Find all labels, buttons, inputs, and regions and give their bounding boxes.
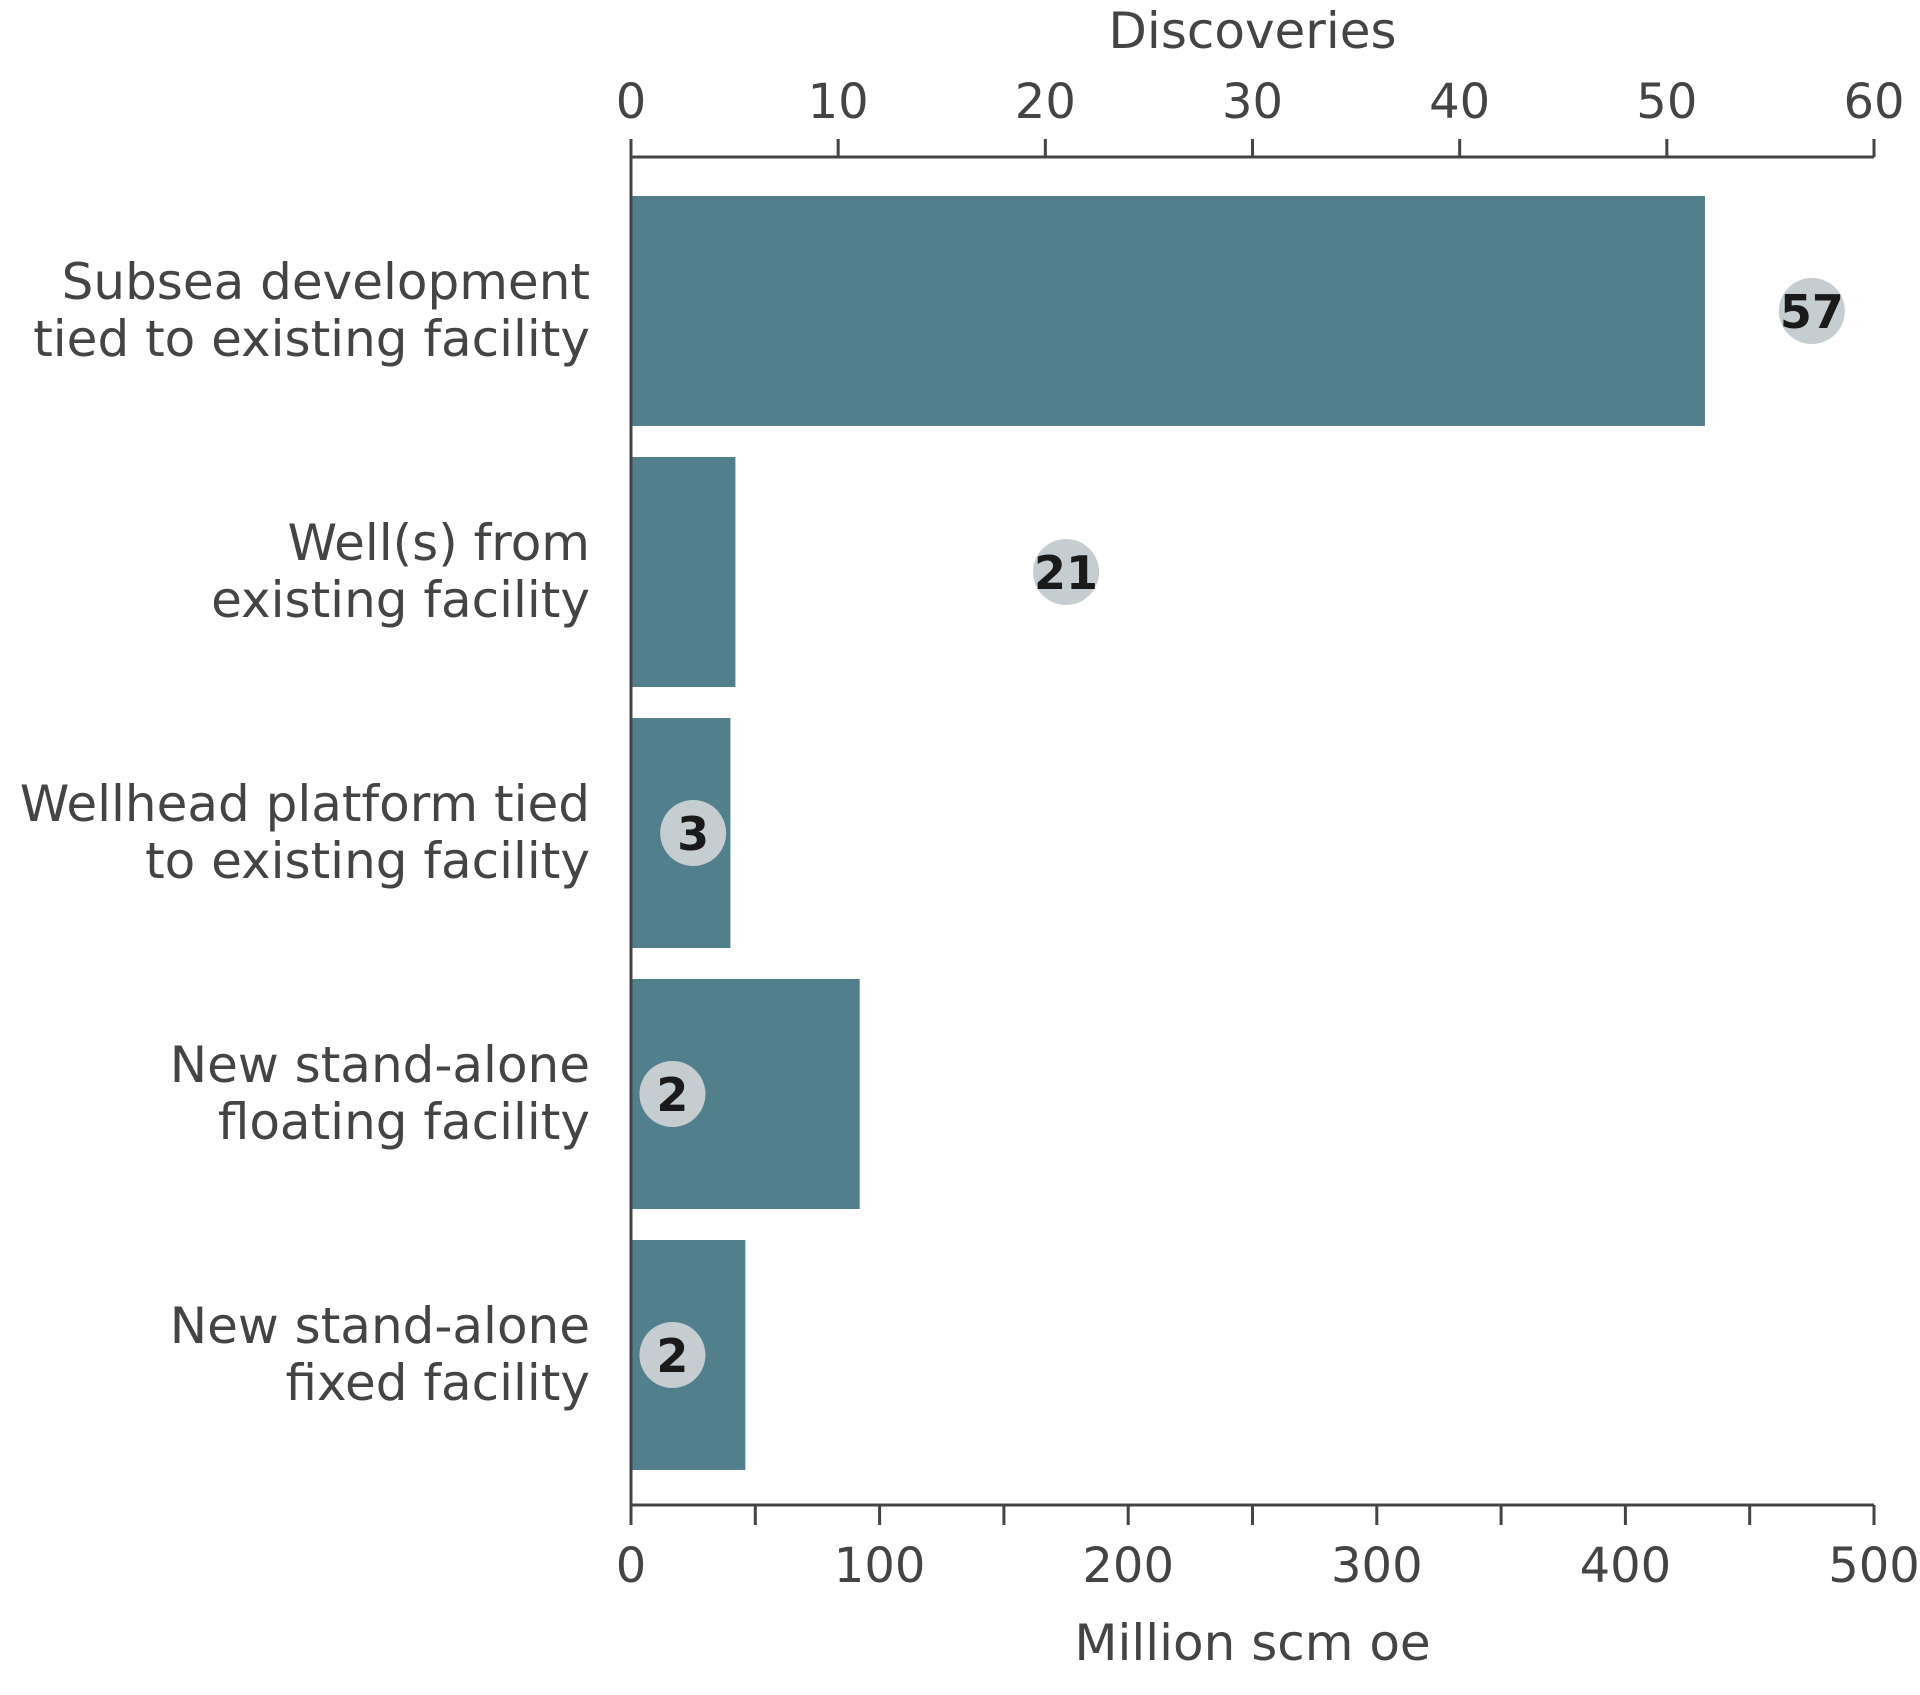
discoveries-tick-label: 30 bbox=[1222, 74, 1283, 130]
bar bbox=[631, 457, 736, 687]
discovery-bubble: 21 bbox=[1033, 539, 1100, 605]
discoveries-tick-label: 60 bbox=[1843, 74, 1904, 130]
volume-tick-label: 200 bbox=[1082, 1538, 1174, 1594]
discovery-bubble-circle bbox=[639, 1322, 706, 1388]
discovery-count: 21 bbox=[1034, 546, 1098, 600]
bars bbox=[631, 196, 1705, 1470]
discovery-count: 3 bbox=[677, 807, 709, 861]
discoveries-tick-label: 50 bbox=[1636, 74, 1697, 130]
volume-tick-label: 300 bbox=[1331, 1538, 1423, 1594]
discovery-bubble-circle bbox=[639, 1061, 706, 1127]
category-label: New stand-alone fixed facility bbox=[170, 1297, 590, 1412]
volume-axis-title: Million scm oe bbox=[1074, 1614, 1430, 1672]
discoveries-axis: 0 10 20 30 40 50 60 bbox=[616, 74, 1905, 159]
volume-tick-label: 500 bbox=[1828, 1538, 1920, 1594]
discoveries-tick-label: 20 bbox=[1015, 74, 1076, 130]
category-label: Well(s) from existing facility bbox=[211, 514, 590, 629]
discovery-bubble: 3 bbox=[660, 800, 727, 866]
volume-tick-label: 100 bbox=[834, 1538, 926, 1594]
category-label: New stand-alone floating facility bbox=[170, 1036, 590, 1151]
discovery-count: 2 bbox=[656, 1068, 688, 1122]
discovery-count: 57 bbox=[1780, 285, 1844, 339]
volume-tick-label: 400 bbox=[1580, 1538, 1672, 1594]
category-label: Subsea development tied to existing facil… bbox=[33, 253, 590, 368]
category-labels: Subsea development tied to existing facil… bbox=[20, 253, 590, 1412]
discovery-bubble: 2 bbox=[639, 1322, 706, 1388]
discovery-count: 2 bbox=[656, 1329, 688, 1383]
volume-tick-label: 0 bbox=[616, 1538, 647, 1594]
discovery-bubble: 57 bbox=[1778, 278, 1845, 344]
discoveries-axis-title: Discoveries bbox=[1108, 2, 1396, 60]
bar bbox=[631, 196, 1705, 426]
discovery-bubble-circle bbox=[660, 800, 727, 866]
discovery-bubbles: 57 21 3 2 2 bbox=[639, 278, 1845, 1388]
volume-axis: 0 100 200 300 400 500 bbox=[616, 1503, 1920, 1594]
discovery-bubble: 2 bbox=[639, 1061, 706, 1127]
discovery-bubble-circle bbox=[1778, 278, 1845, 344]
category-label: Wellhead platform tied to existing facili… bbox=[20, 775, 590, 890]
discoveries-tick-label: 40 bbox=[1429, 74, 1490, 130]
discovery-bubble-circle bbox=[1033, 539, 1100, 605]
discoveries-tick-label: 10 bbox=[808, 74, 869, 130]
discoveries-tick-label: 0 bbox=[616, 74, 647, 130]
